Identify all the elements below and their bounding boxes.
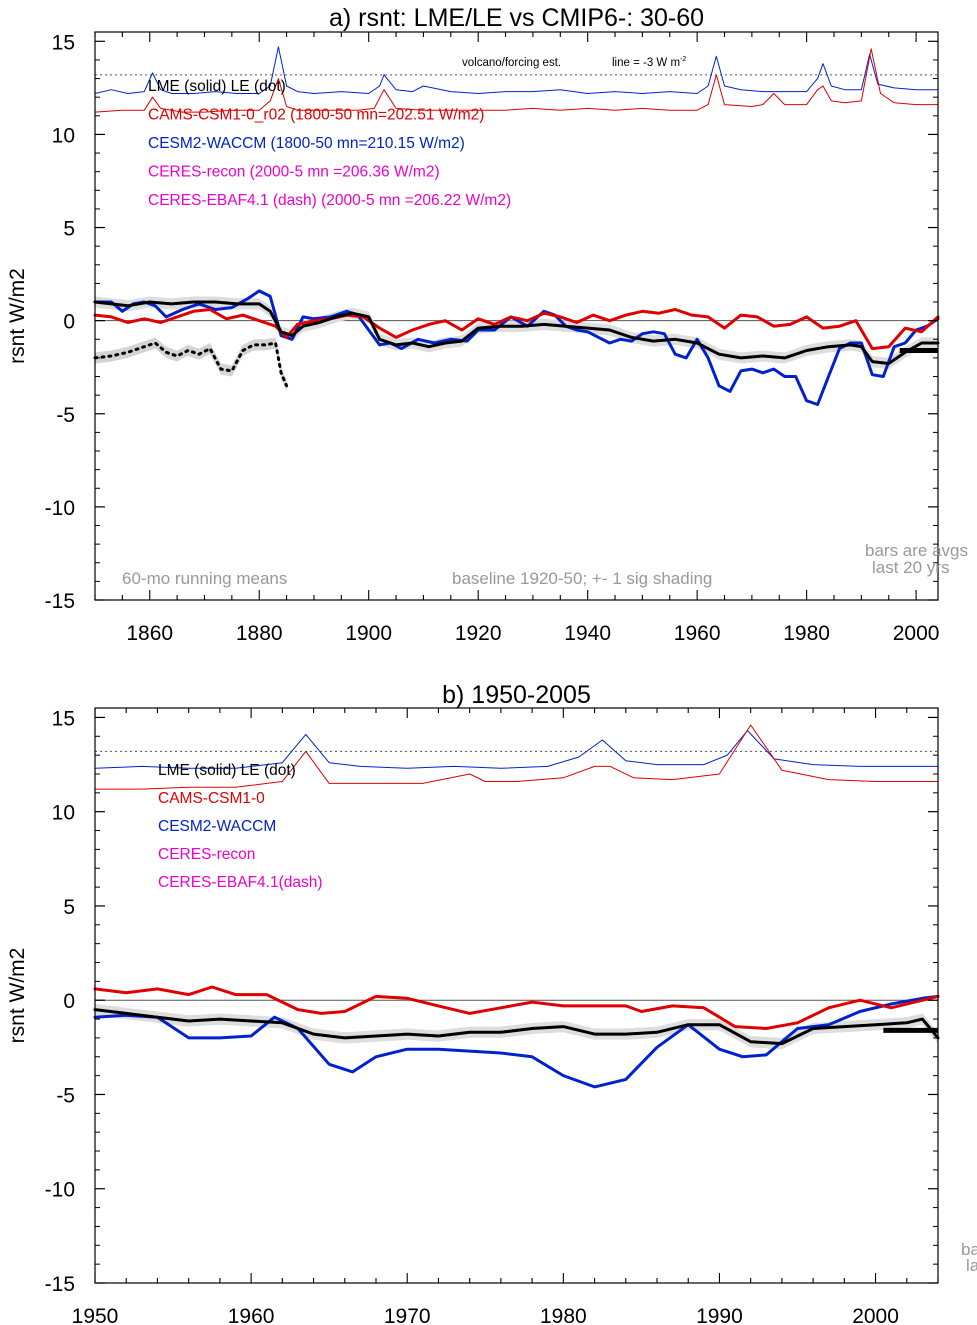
- note-baseline: baseline 1920-50; +- 1 sig shading: [452, 569, 712, 588]
- lme-shading: [95, 296, 938, 370]
- line-note-superscript: -2: [680, 56, 686, 63]
- x-tick-label: 1960: [674, 622, 721, 645]
- note-bars-are-avgs: ba: [961, 1240, 977, 1259]
- y-tick-label: 5: [63, 896, 75, 919]
- series-line-cams-csm1-0: [93, 985, 940, 1030]
- series-line-cams-csm1-0-forcing: [94, 48, 939, 113]
- plot-frame: [94, 707, 939, 1284]
- legend-entry: LME (solid) LE (dot): [148, 78, 286, 95]
- x-tick-label: 1980: [540, 1305, 587, 1325]
- legend-entry: CAMS-CSM1-0: [158, 790, 265, 807]
- x-tick-label: 2000: [893, 622, 940, 645]
- legend-entry: CESM2-WACCM: [158, 818, 276, 835]
- legend-entry: CAMS-CSM1-0_r02 (1800-50 mn=202.51 W/m2): [148, 107, 484, 124]
- series-line-cams-csm1-0-forcing: [94, 724, 939, 790]
- legend-entry: CERES-EBAF4.1 (dash) (2000-5 mn =206.22 …: [148, 192, 511, 209]
- x-tick-label: 1950: [72, 1305, 119, 1325]
- y-tick-label: -15: [45, 590, 75, 613]
- note-last-20-yrs: la: [966, 1256, 977, 1275]
- legend-entry: LME (solid) LE (dot): [158, 762, 296, 779]
- x-tick-label: 1970: [384, 1305, 431, 1325]
- x-tick-label: 1990: [696, 1305, 743, 1325]
- note-running-means: 60-mo running means: [122, 569, 287, 588]
- legend-entry: CERES-recon (2000-5 mn =206.36 W/m2): [148, 164, 440, 181]
- x-tick-label: 1860: [126, 622, 173, 645]
- lme-shading: [95, 1003, 938, 1050]
- y-tick-label: -5: [56, 1084, 75, 1107]
- series-line-le: [93, 341, 289, 388]
- legend-entry: CERES-EBAF4.1(dash): [158, 874, 323, 891]
- x-tick-label: 1940: [564, 622, 611, 645]
- panel-b: b) 1950-2005 15 10 5 0 -5 -10 -15 1950 1960 1970 19…: [6, 681, 977, 1325]
- y-tick-label: 10: [52, 802, 75, 825]
- x-tick-label: 1960: [228, 1305, 275, 1325]
- x-tick-label: 1900: [345, 622, 392, 645]
- chart-title: a) rsnt: LME/LE vs CMIP6-: 30-60: [329, 4, 704, 32]
- x-tick-label: 1980: [783, 622, 830, 645]
- note-last-20-yrs: last 20 yrs: [872, 558, 949, 577]
- y-axis-label: rsnt W/m2: [6, 268, 29, 364]
- series-line-cesm2-waccm-forcing: [94, 730, 939, 769]
- y-tick-label: 15: [52, 707, 75, 730]
- series-line-lme: [93, 1008, 940, 1046]
- series-line-lme: [93, 300, 940, 365]
- y-tick-label: 0: [63, 311, 75, 334]
- y-tick-label: -10: [45, 497, 75, 520]
- y-tick-label: 10: [52, 124, 75, 147]
- y-tick-label: 15: [52, 31, 75, 54]
- series-line-cams-csm1-0: [93, 308, 940, 351]
- line-note: line = -3 W m-2: [612, 56, 686, 69]
- y-tick-label: 0: [63, 990, 75, 1013]
- series-line-cesm2-waccm: [93, 994, 940, 1089]
- legend-entry: CERES-recon: [158, 846, 255, 863]
- y-tick-label: -5: [56, 404, 75, 427]
- legend-entry: CESM2-WACCM (1800-50 mn=210.15 W/m2): [148, 135, 465, 152]
- chart-title: b) 1950-2005: [442, 681, 591, 709]
- y-tick-label: -10: [45, 1179, 75, 1202]
- note-bars-are-avgs: bars are avgs: [865, 541, 968, 560]
- series-line-cesm2-waccm: [93, 289, 940, 406]
- panel-a: a) rsnt: LME/LE vs CMIP6-: 30-60 15 10 5 0 -5…: [6, 4, 968, 645]
- series-line-cesm2-waccm-forcing: [94, 46, 939, 94]
- plot-frame: [94, 31, 939, 601]
- y-tick-label: -15: [45, 1273, 75, 1296]
- y-tick-label: 5: [63, 218, 75, 241]
- x-tick-label: 1920: [455, 622, 502, 645]
- x-tick-label: 1880: [236, 622, 283, 645]
- y-axis-label: rsnt W/m2: [6, 948, 29, 1044]
- x-tick-label: 2000: [852, 1305, 899, 1325]
- le-shading: [95, 337, 287, 392]
- volcano-note: volcano/forcing est.: [462, 57, 561, 69]
